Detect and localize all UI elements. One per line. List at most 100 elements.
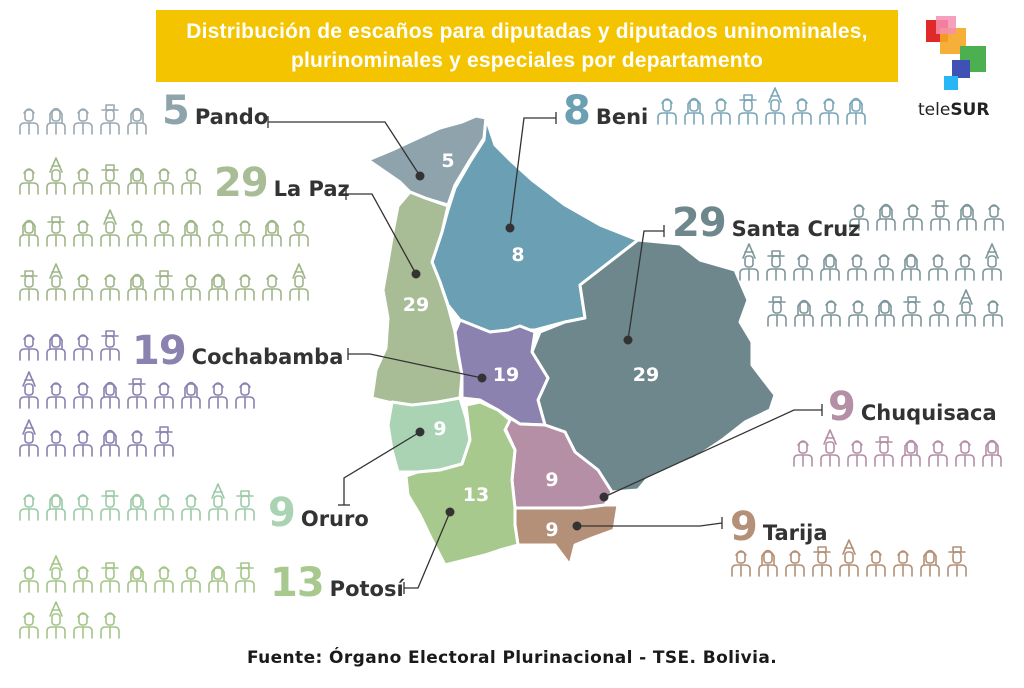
leader-dot-cochabamba [477, 373, 487, 383]
person-icon [289, 263, 309, 301]
person-icon [100, 612, 120, 639]
map-number-beni: 8 [511, 244, 524, 266]
person-icon [100, 330, 120, 361]
person-icon [181, 219, 201, 247]
leader-dot-beni [505, 223, 515, 233]
region-tarija [513, 503, 620, 567]
person-icon [100, 104, 120, 135]
leader-line-lapaz [346, 193, 417, 275]
person-icon [100, 562, 120, 593]
person-icon [794, 299, 814, 327]
person-icon [154, 494, 174, 521]
person-icon [46, 382, 66, 409]
person-icon [208, 565, 228, 593]
logo-text-tele: tele [918, 100, 951, 120]
person-icon [739, 243, 759, 281]
logo-text-sur: SUR [950, 100, 990, 120]
person-icon [208, 483, 228, 521]
person-icon [289, 220, 309, 247]
person-icon [903, 204, 923, 231]
person-icon [839, 539, 859, 577]
person-icon [235, 382, 255, 409]
person-icon [100, 490, 120, 521]
oruro-seat-count: 9 [268, 490, 296, 536]
tarija-seat-count: 9 [730, 504, 758, 550]
santacruz-name: Santa Cruz [731, 217, 861, 241]
person-icon [127, 378, 147, 409]
cochabamba-seat-count: 19 [132, 328, 187, 374]
person-icon [738, 94, 758, 125]
leader-dot-lapaz [411, 269, 421, 279]
source-note: Fuente: Órgano Electoral Plurinacional -… [246, 648, 778, 668]
leader-dot-santacruz [623, 335, 633, 345]
person-icon [876, 203, 896, 231]
person-icon [73, 382, 93, 409]
leader-line-pando [268, 121, 421, 177]
pando-name: Pando [194, 105, 269, 129]
person-icon [46, 333, 66, 361]
person-icon [19, 270, 39, 301]
map-number-potosi: 13 [463, 484, 489, 506]
person-icon [955, 254, 975, 281]
person-icon [928, 254, 948, 281]
leader-dot-oruro [415, 427, 425, 437]
person-icon [46, 493, 66, 521]
person-icon [983, 300, 1003, 327]
person-icon [73, 430, 93, 457]
leader-line-cochabamba [348, 353, 483, 379]
person-icon [984, 204, 1004, 231]
leader-dot-tarija [572, 521, 582, 531]
person-icon [73, 334, 93, 361]
person-icon [46, 107, 66, 135]
person-icon [100, 164, 120, 195]
person-icon [73, 494, 93, 521]
title-banner: Distribución de escaños para diputadas y… [156, 10, 898, 82]
person-icon [793, 440, 813, 467]
map-number-santacruz: 29 [633, 364, 659, 386]
person-icon [46, 555, 66, 593]
person-icon [812, 546, 832, 577]
potosi-seat-count: 13 [270, 560, 325, 606]
person-icon [73, 612, 93, 639]
leader-line-santacruz [627, 230, 664, 341]
person-icon [46, 601, 66, 639]
person-icon [46, 430, 66, 457]
leader-line-beni [509, 117, 556, 229]
person-icon [208, 273, 228, 301]
person-icon [181, 168, 201, 195]
person-icon [46, 157, 66, 195]
leader-dot-chuquisaca [599, 492, 609, 502]
person-icon [100, 209, 120, 247]
person-icon [100, 381, 120, 409]
person-icon [235, 490, 255, 521]
person-icon [181, 494, 201, 521]
potosi-name: Potosí [329, 577, 404, 601]
person-icon [73, 168, 93, 195]
person-icon [235, 220, 255, 247]
person-icon [955, 440, 975, 467]
map-number-cochabamba: 19 [493, 364, 519, 386]
person-icon [154, 426, 174, 457]
tarija-name: Tarija [762, 521, 828, 545]
person-icon [19, 419, 39, 457]
person-icon [127, 273, 147, 301]
chuquisaca-name: Chuquisaca [860, 401, 997, 425]
person-icon [930, 200, 950, 231]
region-santacruz [530, 238, 777, 494]
title-line-2: plurinominales y especiales por departam… [290, 49, 764, 72]
person-icon [127, 220, 147, 247]
person-icon [154, 270, 174, 301]
person-icon [208, 382, 228, 409]
person-icon [262, 219, 282, 247]
person-icon [181, 566, 201, 593]
person-icon [235, 562, 255, 593]
person-icon [154, 382, 174, 409]
person-icon [657, 98, 677, 125]
person-icon [19, 334, 39, 361]
person-icon [866, 550, 886, 577]
person-icon [819, 98, 839, 125]
person-icon [947, 546, 967, 577]
person-icon [100, 274, 120, 301]
person-icon [19, 219, 39, 247]
person-icon [928, 440, 948, 467]
